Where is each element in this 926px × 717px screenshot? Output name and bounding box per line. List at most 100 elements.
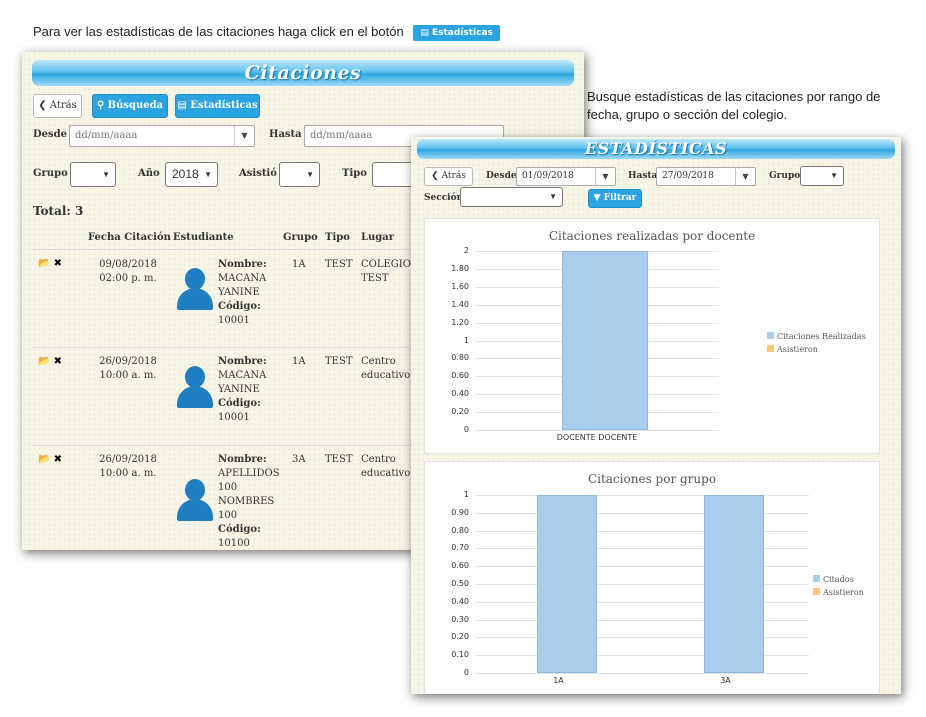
y-tick-label: 1.20: [451, 317, 469, 327]
hasta-placeholder: dd/mm/aaaa: [310, 130, 373, 141]
legend-label: Asistieron: [823, 588, 864, 597]
chevron-down-icon: ▼: [204, 170, 212, 179]
folder-open-icon[interactable]: 📂: [38, 356, 51, 367]
estadisticas-title: ESTADÍSTICAS: [417, 139, 895, 159]
student-name-line: 100: [218, 510, 238, 521]
bar: [536, 495, 597, 673]
row-divider: [32, 445, 584, 446]
lugar-line: Centro: [361, 454, 396, 465]
citaciones-title: Citaciones: [32, 60, 574, 86]
lugar-line: educativo: [361, 468, 411, 479]
gridline: [475, 601, 809, 603]
header-divider: [32, 249, 584, 250]
asistio-label: Asistió: [239, 168, 277, 179]
chart-title: Citaciones por grupo: [587, 472, 717, 486]
y-tick-label: 1.60: [451, 281, 469, 291]
stats-desde-value: 01/09/2018: [522, 171, 574, 181]
x-tick-label: 1A: [553, 676, 564, 685]
bar: [561, 251, 649, 430]
row-date: 26/09/2018 10:00 a. m.: [88, 355, 168, 383]
nombre-label: Nombre:: [218, 454, 267, 465]
stats-desde-label: Desde: [486, 171, 517, 181]
gridline: [475, 655, 809, 657]
back-button[interactable]: ❮ Atrás: [33, 94, 82, 118]
y-tick-label: 0.10: [451, 650, 469, 660]
row-grupo: 1A: [292, 356, 306, 367]
row-lugar: Centro educativo: [361, 453, 410, 481]
folder-open-icon[interactable]: 📂: [38, 454, 51, 465]
y-tick-label: 1: [463, 490, 469, 499]
filter-button[interactable]: ▼ Filtrar: [588, 189, 642, 208]
row-student: Nombre: MACANA YANINE Código: 10001: [218, 355, 267, 425]
stats-hasta-value: 27/09/2018: [662, 171, 714, 181]
y-tick-label: 0.70: [451, 543, 469, 553]
student-code: 10001: [218, 412, 250, 423]
x-tick-label: 3A: [720, 676, 731, 685]
hasta-label: Hasta: [269, 129, 302, 140]
nombre-label: Nombre:: [218, 356, 267, 367]
stats-button-label: Estadísticas: [190, 100, 258, 111]
stats-grupo-select[interactable]: ▼: [800, 166, 844, 186]
row-student: Nombre: MACANA YANINE Código: 10001: [218, 258, 267, 328]
gridline: [475, 495, 809, 496]
close-icon[interactable]: ✖: [53, 454, 63, 465]
y-tick-label: 0.30: [451, 614, 469, 624]
legend-swatch: [767, 332, 774, 339]
col-tipo: Tipo: [325, 232, 350, 243]
student-code: 10001: [218, 315, 250, 326]
lugar-line: Centro: [361, 356, 396, 367]
row-grupo: 1A: [292, 259, 306, 270]
folder-open-icon[interactable]: 📂: [38, 258, 51, 269]
chevron-down-icon[interactable]: ▼: [735, 168, 755, 185]
stats-desde-input[interactable]: 01/09/2018 ▼: [516, 167, 616, 186]
search-button[interactable]: ⚲ Búsqueda: [92, 94, 168, 118]
estadisticas-window: ESTADÍSTICAS ❮ Atrás Desde 01/09/2018 ▼ H…: [411, 137, 901, 694]
col-fecha: Fecha Citación: [88, 232, 171, 243]
stats-button[interactable]: ▤ Estadísticas: [175, 94, 260, 118]
y-tick-label: 0.20: [451, 632, 469, 642]
grupo-select[interactable]: ▼: [70, 162, 116, 187]
row-date: 09/08/2018 02:00 p. m.: [88, 258, 168, 286]
nombre-label: Nombre:: [218, 259, 267, 270]
legend-item: Citados: [813, 573, 864, 586]
avatar: [177, 479, 213, 521]
gridline: [475, 530, 809, 532]
search-icon: ⚲: [96, 100, 105, 111]
chevron-down-icon: ▼: [830, 171, 838, 180]
y-tick-label: 0.80: [451, 353, 469, 363]
lugar-line: educativo: [361, 370, 411, 381]
stats-back-label: Atrás: [441, 171, 466, 181]
row-fecha: 26/09/2018: [99, 356, 157, 367]
chevron-down-icon[interactable]: ▼: [595, 168, 615, 185]
close-icon[interactable]: ✖: [53, 258, 63, 269]
student-name-line: APELLIDOS: [218, 468, 280, 479]
asistio-select[interactable]: ▼: [279, 162, 320, 187]
row-divider: [32, 347, 584, 348]
row-date: 26/09/2018 10:00 a. m.: [88, 453, 168, 481]
stats-back-button[interactable]: ❮ Atrás: [424, 167, 473, 186]
filter-icon: ▼: [593, 193, 601, 203]
gridline: [475, 637, 809, 639]
gridline: [475, 430, 719, 431]
grupo-label: Grupo: [33, 168, 68, 179]
chevron-down-icon[interactable]: ▼: [234, 126, 254, 146]
desde-date-input[interactable]: dd/mm/aaaa ▼: [69, 125, 255, 147]
stats-button-sample-label: Estadísticas: [431, 28, 493, 38]
anio-label: Año: [138, 168, 160, 179]
bar-chart-icon: ▤: [177, 100, 187, 111]
row-tipo: TEST: [325, 259, 353, 270]
y-tick-label: 0: [463, 425, 469, 434]
bar: [703, 495, 764, 673]
close-icon[interactable]: ✖: [53, 356, 63, 367]
stats-hasta-input[interactable]: 27/09/2018 ▼: [656, 167, 756, 186]
chevron-down-icon: ▼: [549, 192, 557, 201]
student-name-line: NOMBRES: [218, 496, 275, 507]
anio-select[interactable]: 2018 ▼: [165, 162, 218, 187]
anio-value: 2018: [172, 167, 199, 181]
y-tick-label: 0.40: [451, 596, 469, 606]
gridline: [475, 619, 809, 621]
avatar: [177, 268, 213, 310]
desde-placeholder: dd/mm/aaaa: [75, 130, 138, 141]
gridline: [475, 566, 809, 568]
seccion-select[interactable]: ▼: [460, 187, 563, 207]
